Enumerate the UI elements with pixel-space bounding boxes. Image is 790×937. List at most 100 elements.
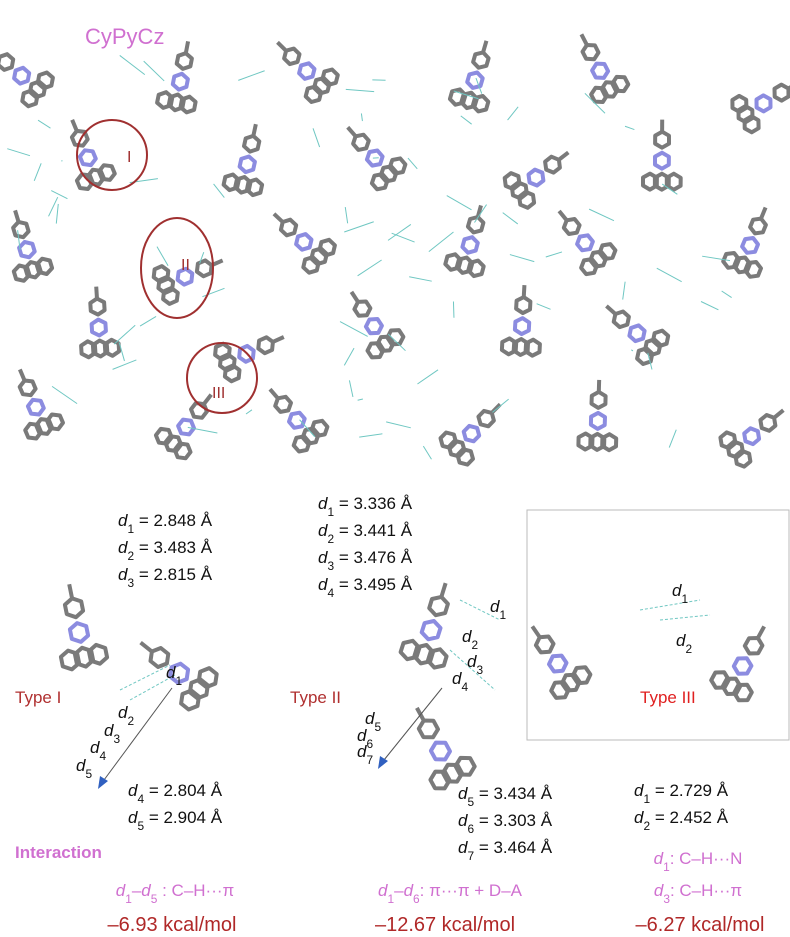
subscript: 7: [366, 753, 373, 767]
arrow-label: d5: [365, 709, 381, 734]
bond: [72, 120, 77, 132]
text: : C–H···π: [157, 881, 234, 900]
ring: [655, 153, 669, 169]
distance-label: d7 = 3.464 Å: [458, 838, 553, 863]
ring: [244, 136, 259, 152]
bond: [351, 292, 358, 303]
bond: [96, 287, 97, 300]
ring: [744, 428, 759, 444]
interaction: d1–d6: π···π + D–A: [378, 881, 523, 906]
ring: [583, 45, 599, 59]
contact: [409, 277, 432, 281]
ring: [390, 158, 406, 173]
contact: [52, 386, 77, 403]
contact: [113, 360, 137, 369]
contact: [623, 282, 625, 300]
bond: [348, 127, 357, 137]
interaction: d1–d5 : C–H···π: [116, 881, 235, 906]
arrow-label: d1: [166, 663, 182, 688]
arrow-label: d4: [90, 738, 106, 763]
contact: [408, 158, 417, 169]
subscript: 4: [99, 749, 106, 763]
text: = 3.495 Å: [334, 575, 413, 594]
contact: [429, 232, 454, 252]
ring: [163, 288, 178, 304]
contact: [349, 380, 353, 397]
contact: [114, 325, 135, 344]
arrow-head: [378, 756, 388, 769]
ring: [173, 74, 188, 90]
subscript: 2: [471, 638, 478, 652]
contact: [640, 600, 700, 610]
contact: [140, 316, 156, 326]
ring: [387, 330, 403, 344]
ring: [0, 54, 13, 70]
ring: [258, 337, 273, 353]
contact: [202, 288, 224, 296]
text: = 3.476 Å: [334, 548, 413, 567]
distance-label: d4 = 3.495 Å: [318, 575, 413, 600]
contact: [49, 197, 58, 216]
contact: [246, 410, 252, 414]
subscript: 1: [681, 592, 688, 606]
ring: [775, 85, 789, 101]
contact: [625, 126, 634, 129]
contact: [340, 322, 368, 337]
distance-label: d2 = 3.483 Å: [118, 538, 213, 563]
ring: [13, 222, 29, 237]
ring: [600, 244, 616, 259]
ring: [757, 95, 771, 111]
ring: [473, 96, 489, 111]
ring: [473, 52, 489, 67]
text: = 2.848 Å: [134, 511, 213, 530]
type-label: Type II: [290, 688, 341, 707]
ring: [38, 73, 53, 89]
distance-label: d5 = 3.434 Å: [458, 784, 553, 809]
bond: [186, 41, 188, 54]
contact: [669, 430, 676, 448]
ring: [225, 365, 240, 381]
distance-label: d2 = 2.452 Å: [634, 808, 729, 833]
text: = 3.434 Å: [474, 784, 553, 803]
ring: [462, 237, 477, 253]
ring: [468, 217, 484, 232]
ring: [464, 426, 480, 441]
subscript: 1: [175, 674, 182, 688]
molecular-structures: [0, 34, 790, 788]
text: = 2.815 Å: [134, 565, 213, 584]
distance-label: d1 = 2.729 Å: [634, 781, 729, 806]
ring: [20, 381, 36, 396]
ring: [629, 325, 644, 341]
contact: [510, 255, 534, 262]
ring: [366, 319, 382, 333]
contact: [461, 116, 472, 124]
ring: [742, 238, 758, 253]
bond: [773, 410, 783, 418]
contact: [589, 209, 614, 221]
contact: [447, 196, 472, 210]
contact: [34, 163, 41, 180]
arrow-label: d5: [76, 756, 92, 781]
bond: [20, 369, 25, 381]
bond: [272, 337, 284, 342]
interaction: d1: C–H···N: [654, 849, 743, 874]
ring: [178, 420, 194, 435]
subscript: 3: [476, 663, 483, 677]
contact: [38, 120, 50, 128]
bond: [203, 395, 211, 405]
text: = 3.303 Å: [474, 811, 553, 830]
ring: [247, 180, 262, 196]
bond: [757, 626, 764, 639]
contact: [546, 252, 562, 257]
contact: [508, 107, 519, 120]
ring: [90, 299, 104, 315]
ring: [592, 392, 606, 408]
subscript: 1: [499, 608, 506, 622]
circle-label: III: [212, 385, 225, 402]
ring: [99, 165, 115, 180]
ring: [515, 318, 529, 334]
contact: [423, 446, 431, 459]
energy: –6.93 kcal/mol: [108, 914, 237, 936]
ring: [592, 64, 608, 78]
ring: [516, 297, 530, 313]
